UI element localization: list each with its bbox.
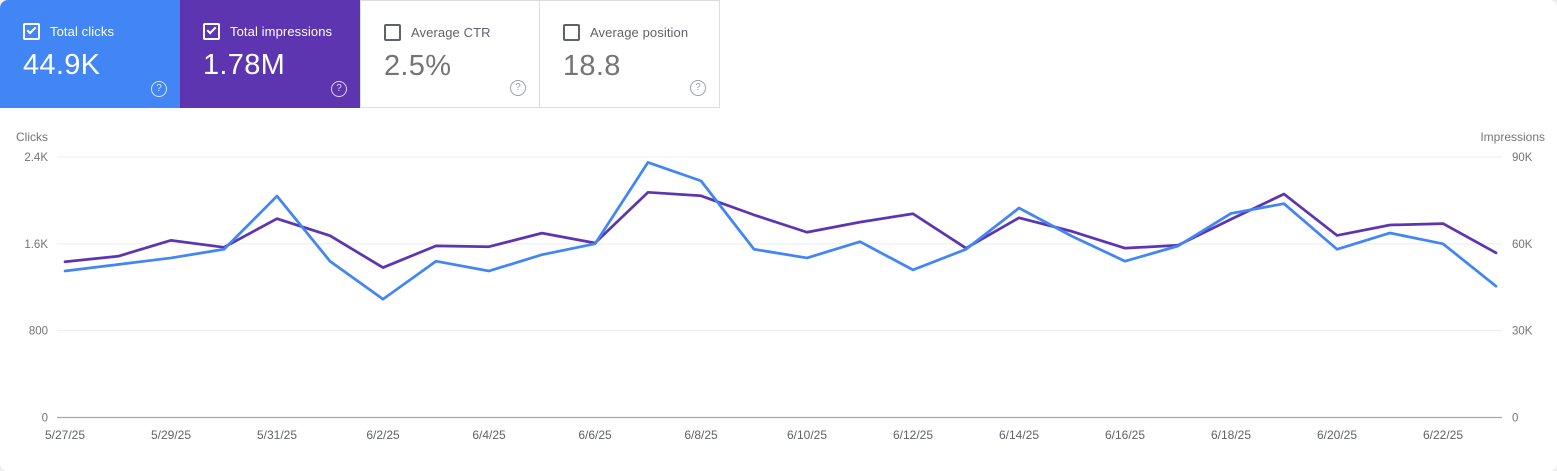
date-tick: 6/10/25 [787, 428, 827, 442]
average-position-value: 18.8 [563, 50, 621, 82]
total-clicks-label: Total clicks [50, 24, 115, 39]
card-total-clicks[interactable]: Total clicks 44.9K ? [0, 0, 180, 108]
date-tick: 6/6/25 [578, 428, 612, 442]
card-total-impressions[interactable]: Total impressions 1.78M ? [180, 0, 360, 108]
date-tick: 6/2/25 [366, 428, 400, 442]
date-tick: 6/12/25 [893, 428, 933, 442]
average-position-label: Average position [590, 25, 689, 40]
right-axis-title: Impressions [1480, 130, 1545, 144]
date-tick: 6/22/25 [1423, 428, 1463, 442]
left-axis-tick: 1.6K [24, 239, 48, 251]
clicks-line [63, 161, 1498, 301]
left-axis-tick: 2.4K [24, 152, 48, 164]
average-ctr-value: 2.5% [384, 50, 452, 82]
metric-cards-row: Total clicks 44.9K ? Total impressions 1… [0, 0, 720, 108]
right-axis-tick: 60K [1512, 239, 1533, 251]
help-icon[interactable]: ? [151, 81, 167, 97]
date-tick: 6/18/25 [1211, 428, 1251, 442]
date-tick: 6/4/25 [472, 428, 506, 442]
right-axis-tick: 90K [1512, 152, 1533, 164]
date-tick: 5/27/25 [45, 428, 85, 442]
average-ctr-label: Average CTR [411, 25, 491, 40]
date-tick: 6/8/25 [684, 428, 718, 442]
right-axis-tick: 30K [1512, 326, 1533, 338]
right-axis-tick: 0 [1512, 413, 1518, 425]
date-tick: 5/31/25 [257, 428, 297, 442]
date-tick: 6/14/25 [999, 428, 1039, 442]
total-clicks-value: 44.9K [23, 49, 101, 81]
left-axis-title: Clicks [16, 130, 48, 144]
total-impressions-value: 1.78M [203, 49, 286, 81]
total-impressions-checkbox[interactable] [203, 23, 220, 40]
total-impressions-label: Total impressions [230, 24, 333, 39]
card-average-ctr[interactable]: Average CTR 2.5% ? [360, 0, 540, 108]
average-position-checkbox[interactable] [563, 24, 580, 41]
left-axis-tick: 0 [42, 413, 48, 425]
help-icon[interactable]: ? [690, 80, 706, 96]
date-tick: 5/29/25 [151, 428, 191, 442]
clicks-impressions-chart[interactable]: 2.4K 90K 1.6K 60K 800 30K 0 0 Clicks Impressions 5… [0, 108, 1557, 471]
card-average-position[interactable]: Average position 18.8 ? [540, 0, 720, 108]
date-tick: 6/16/25 [1105, 428, 1145, 442]
left-axis-tick: 800 [29, 326, 48, 338]
help-icon[interactable]: ? [331, 81, 347, 97]
average-ctr-checkbox[interactable] [384, 24, 401, 41]
help-icon[interactable]: ? [510, 80, 526, 96]
total-clicks-checkbox[interactable] [23, 23, 40, 40]
date-tick: 6/20/25 [1317, 428, 1357, 442]
